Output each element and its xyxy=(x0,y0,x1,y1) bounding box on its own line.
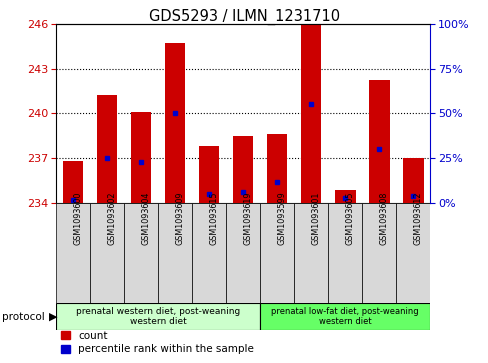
Text: GSM1093609: GSM1093609 xyxy=(175,192,184,245)
Text: GSM1093601: GSM1093601 xyxy=(311,192,320,245)
Bar xyxy=(266,134,287,203)
Text: protocol: protocol xyxy=(2,312,45,322)
Text: GSM1093600: GSM1093600 xyxy=(73,192,82,245)
Text: GSM1093604: GSM1093604 xyxy=(141,192,150,245)
Bar xyxy=(395,203,429,303)
Bar xyxy=(199,146,219,203)
Text: GSM1093599: GSM1093599 xyxy=(277,191,285,245)
Bar xyxy=(301,24,321,203)
Bar xyxy=(233,136,253,203)
Bar xyxy=(97,95,117,203)
Text: prenatal low-fat diet, post-weaning
western diet: prenatal low-fat diet, post-weaning west… xyxy=(271,307,418,326)
Bar xyxy=(334,190,355,203)
Bar xyxy=(294,203,327,303)
Bar xyxy=(124,203,158,303)
Bar xyxy=(56,203,90,303)
Bar xyxy=(158,203,192,303)
Text: ▶: ▶ xyxy=(48,312,57,322)
Text: GSM1093619: GSM1093619 xyxy=(243,192,252,245)
Text: GSM1093612: GSM1093612 xyxy=(412,192,422,245)
Bar xyxy=(131,112,151,203)
Bar xyxy=(260,303,429,330)
Bar xyxy=(90,203,124,303)
Bar xyxy=(327,203,362,303)
Legend: count, percentile rank within the sample: count, percentile rank within the sample xyxy=(61,331,253,354)
Bar xyxy=(192,203,226,303)
Bar xyxy=(63,161,83,203)
Bar xyxy=(165,43,185,203)
Text: GSM1093602: GSM1093602 xyxy=(107,192,116,245)
Text: GSM1093605: GSM1093605 xyxy=(345,192,354,245)
Text: GSM1093615: GSM1093615 xyxy=(209,192,218,245)
Bar xyxy=(56,303,260,330)
Bar xyxy=(260,203,294,303)
Bar xyxy=(402,158,423,203)
Bar xyxy=(362,203,395,303)
Bar xyxy=(226,203,260,303)
Bar xyxy=(368,81,389,203)
Text: GSM1093608: GSM1093608 xyxy=(379,192,387,245)
Text: GDS5293 / ILMN_1231710: GDS5293 / ILMN_1231710 xyxy=(149,9,339,25)
Text: prenatal western diet, post-weaning
western diet: prenatal western diet, post-weaning west… xyxy=(76,307,240,326)
